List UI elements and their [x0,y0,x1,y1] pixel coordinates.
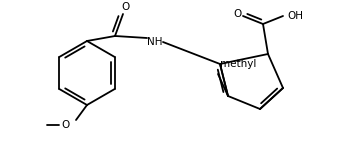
Text: NH: NH [147,37,163,47]
Text: O: O [61,120,69,130]
Text: methyl: methyl [220,59,256,69]
Text: O: O [234,9,242,19]
Text: OH: OH [287,11,303,21]
Text: O: O [121,2,129,12]
